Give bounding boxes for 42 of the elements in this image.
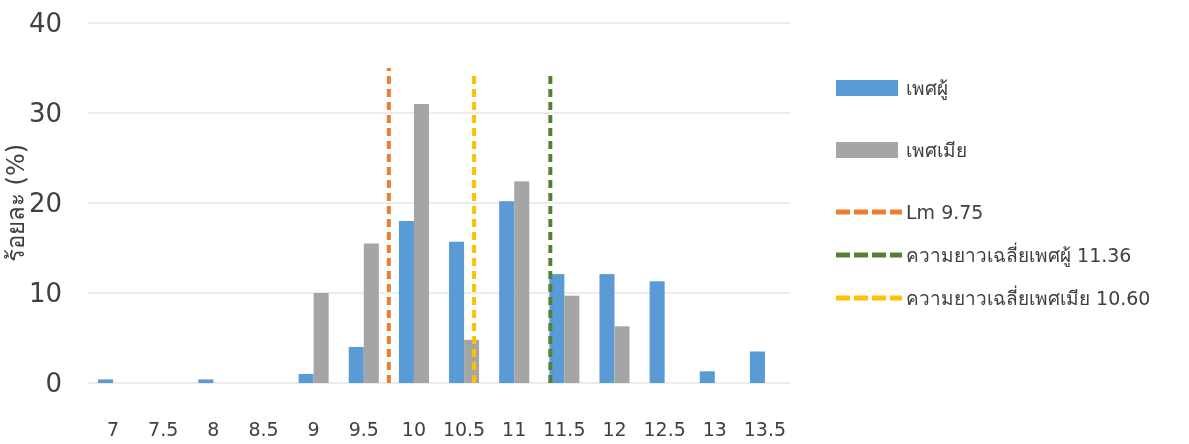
bar [699,371,715,383]
x-tick-label: 8 [207,418,220,440]
bar [348,347,364,383]
bar [313,293,329,383]
y-tick-label: 0 [45,368,62,398]
bar [198,379,214,383]
x-tick-label: 11 [502,418,527,440]
legend-label: ความยาวเฉลี่ยเพศผู้ 11.36 [906,242,1132,267]
bar [398,221,414,383]
y-tick-label: 10 [28,278,62,308]
x-tick-label: 11.5 [543,418,586,440]
x-tick-label: 9.5 [348,418,379,440]
bar [514,181,530,383]
bar [98,379,114,383]
bar [499,201,515,383]
y-tick-label: 40 [28,8,62,38]
legend-label: เพศผู้ [906,77,948,100]
x-tick-label: 13.5 [743,418,787,440]
x-tick-label: 10.5 [442,418,486,440]
bar [298,374,314,383]
y-tick-label: 20 [28,188,62,218]
y-axis-title: ร้อยละ (%) [2,143,30,263]
bar [449,241,465,383]
legend-label: ความยาวเฉลี่ยเพศเมีย 10.60 [906,285,1151,309]
bar [749,351,765,383]
y-tick-label: 30 [28,98,62,128]
x-tick-label: 12.5 [643,418,686,440]
legend-label: เพศเมีย [906,139,967,161]
x-tick-label: 8.5 [248,418,279,440]
bar [649,281,665,383]
x-tick-label: 9 [307,418,320,440]
legend-label: Lm 9.75 [906,201,984,223]
x-tick-label: 7 [107,418,120,440]
x-tick-label: 12 [602,418,627,440]
x-tick-label: 10 [401,418,427,440]
bar [363,243,379,383]
x-tick-label: 7.5 [148,418,179,440]
bar [599,274,615,383]
bar [413,104,429,383]
bar [614,326,630,383]
bar [564,295,580,383]
x-tick-label: 13 [702,418,727,440]
